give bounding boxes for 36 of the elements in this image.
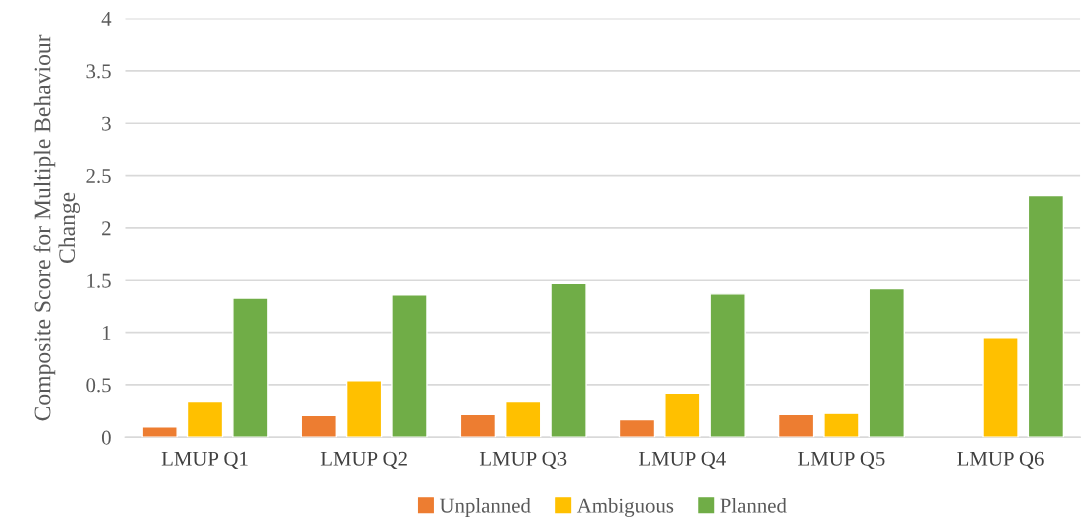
x-tick-label: LMUP Q2 [320, 451, 407, 469]
y-axis-title: Composite Score for Multiple Behaviour Change [33, 34, 80, 421]
bar [232, 297, 269, 438]
y-tick-label: 3.5 [86, 64, 111, 79]
bar [1027, 194, 1065, 438]
legend-label: Planned [720, 498, 787, 513]
legend-label: Unplanned [439, 498, 531, 517]
x-tick-label: LMUP Q6 [957, 451, 1044, 469]
bar [391, 294, 428, 438]
y-tick-label: 0.5 [86, 378, 111, 393]
y-tick-label: 1 [102, 326, 111, 340]
bar [982, 337, 1019, 438]
bar [868, 287, 905, 438]
legend-label: Ambiguous [576, 498, 674, 517]
x-tick-label: LMUP Q3 [479, 451, 567, 469]
x-tick-label: LMUP Q5 [798, 451, 885, 469]
y-tick-label: 2 [102, 221, 111, 236]
bar [141, 426, 178, 438]
bar [345, 380, 383, 438]
y-tick-label: 2.5 [86, 169, 111, 184]
y-tick-label: 1.5 [87, 273, 111, 288]
bar [186, 400, 224, 438]
x-tick-label: LMUP Q4 [639, 451, 726, 469]
bar [823, 412, 860, 438]
bar [550, 282, 587, 438]
y-tick-label: 4 [101, 12, 112, 26]
y-tick-label: 3 [102, 116, 111, 131]
bar [505, 400, 542, 438]
bar [709, 293, 746, 438]
y-tick-label: 0 [101, 430, 111, 445]
bar [618, 418, 656, 438]
bar [300, 414, 337, 438]
bar [459, 413, 497, 438]
bar [777, 413, 815, 438]
bar [664, 392, 701, 438]
x-tick-label: LMUP Q1 [161, 451, 248, 469]
